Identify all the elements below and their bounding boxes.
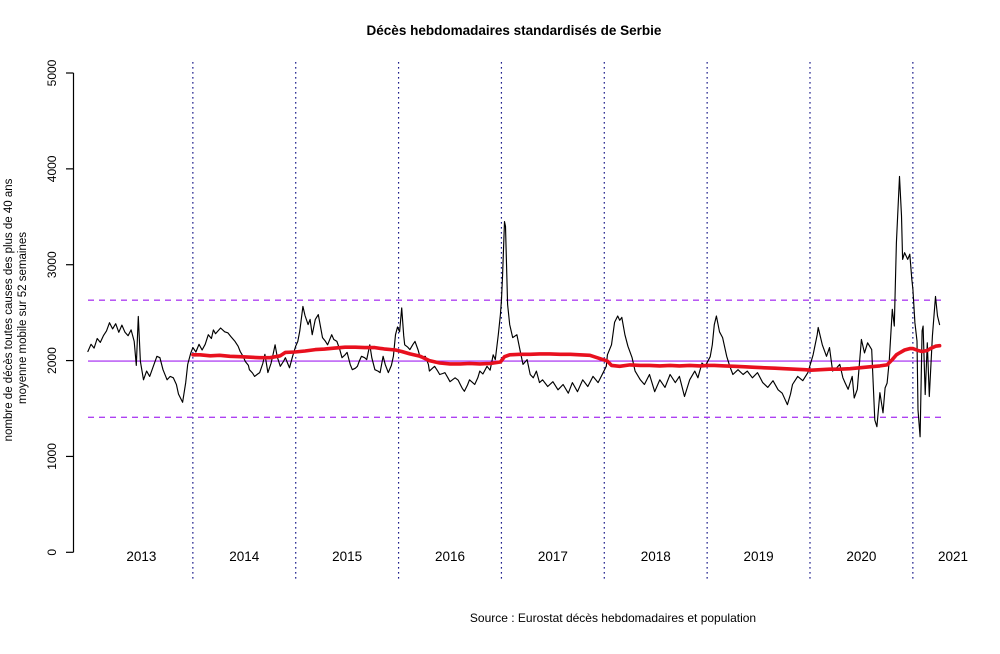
x-axis-labels: 2013 2014 2015 2016 2017 2018 2019 2020 2021 xyxy=(126,549,968,564)
x-year-label-2016: 2016 xyxy=(435,549,465,564)
year-gridlines xyxy=(192,62,914,580)
x-year-label-2017: 2017 xyxy=(538,549,568,564)
y-tick-label-3000: 3000 xyxy=(45,251,59,278)
x-year-label-2014: 2014 xyxy=(229,549,260,564)
moving-average-line xyxy=(191,343,942,373)
y-tick-label-4000: 4000 xyxy=(45,155,59,182)
x-year-label-2015: 2015 xyxy=(332,549,362,564)
y-axis: 0 1000 2000 3000 4000 5000 xyxy=(45,59,75,556)
y-tick-label-5000: 5000 xyxy=(45,59,59,86)
weekly-deaths-line xyxy=(87,175,941,438)
x-year-label-2020: 2020 xyxy=(846,549,876,564)
x-year-label-2018: 2018 xyxy=(641,549,671,564)
y-axis-label-moving-average: moyenne mobile sur 52 semaines xyxy=(17,232,29,404)
x-year-label-2019: 2019 xyxy=(744,549,774,564)
source-caption: Source : Eurostat décès hebdomadaires et… xyxy=(470,611,756,625)
x-year-label-2021: 2021 xyxy=(938,549,968,564)
reference-lines xyxy=(88,299,941,418)
y-tick-label-0: 0 xyxy=(45,549,59,556)
y-tick-label-2000: 2000 xyxy=(45,347,59,374)
series xyxy=(87,175,942,438)
y-tick-label-1000: 1000 xyxy=(45,443,59,470)
x-year-label-2013: 2013 xyxy=(126,549,156,564)
y-axis-label: nombre de décès toutes causes des plus d… xyxy=(3,178,15,441)
chart-title: Décès hebdomadaires standardisés de Serb… xyxy=(367,23,662,38)
